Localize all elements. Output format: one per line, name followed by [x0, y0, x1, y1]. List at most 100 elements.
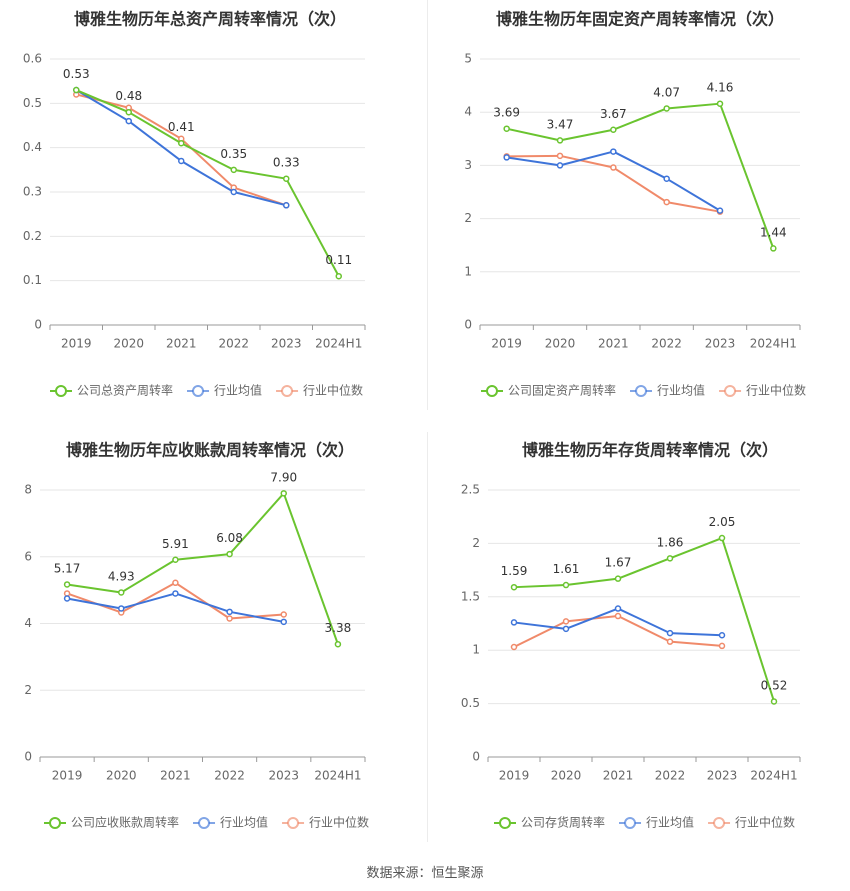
y-tick-label: 4: [24, 616, 32, 630]
legend-item-company: 公司存货周转率: [494, 815, 605, 830]
series-line-median: [66, 581, 284, 620]
data-label: 3.47: [547, 117, 574, 131]
y-tick-label: 0: [24, 750, 32, 764]
legend-label: 行业均值: [657, 383, 705, 398]
data-point-company: [230, 166, 237, 174]
data-point-company: [283, 175, 290, 182]
data-label: 0.41: [168, 120, 195, 134]
data-point-avg: [226, 608, 233, 616]
data-point-company: [63, 581, 71, 588]
data-point-median: [510, 643, 518, 651]
x-tick-label: 2019: [499, 769, 530, 783]
y-tick-label: 2.5: [461, 483, 480, 497]
legend-marker-icon: [198, 817, 211, 829]
data-point-avg: [280, 618, 287, 626]
data-label: 3.67: [600, 107, 627, 121]
data-label: 4.93: [108, 569, 135, 583]
chart-panel-1: 博雅生物历年总资产周转率情况（次） 0 0.1 0.2 0.3 0.4 0.5 0.6 2019…: [23, 10, 366, 398]
legend-marker-icon: [49, 817, 61, 829]
data-point-company: [280, 490, 287, 497]
data-point-median: [280, 611, 287, 618]
legend-label: 行业中位数: [746, 383, 806, 398]
legend-marker-icon: [724, 385, 737, 397]
data-point-company: [718, 534, 726, 542]
series-line-median: [76, 93, 287, 207]
y-tick-label: 0: [34, 318, 42, 332]
data-point-median: [614, 612, 622, 620]
data-point-median: [610, 164, 617, 171]
x-tick-label: 2019: [61, 337, 92, 351]
x-tick-label: 2023: [271, 337, 302, 351]
series-line-company: [66, 492, 339, 645]
chart-panel-2: 博雅生物历年固定资产周转率情况（次） 0 1 2 3 4 5 2019 2020 2021 2022…: [464, 10, 806, 398]
chart-title: 博雅生物历年应收账款周转率情况（次）: [66, 441, 354, 460]
data-point-company: [335, 272, 342, 280]
y-tick-label: 6: [24, 549, 32, 563]
y-tick-label: 5: [464, 52, 472, 66]
x-tick-label: 2022: [651, 337, 682, 351]
data-point-avg: [63, 595, 71, 602]
data-point-company: [666, 555, 674, 562]
legend-item-median: 行业中位数: [276, 383, 363, 398]
x-tick-label: 2020: [545, 337, 576, 351]
legend-marker-icon: [635, 385, 648, 397]
y-tick-label: 2: [472, 536, 480, 550]
data-point-median: [226, 615, 233, 622]
data-label: 0.11: [325, 253, 352, 267]
data-label: 4.07: [653, 85, 680, 99]
x-tick-label: 2021: [160, 769, 191, 783]
legend-label: 公司总资产周转率: [77, 383, 173, 398]
series-line-median: [513, 615, 723, 648]
data-point-avg: [230, 188, 237, 196]
legend-label: 行业均值: [220, 815, 268, 830]
data-point-avg: [118, 605, 125, 612]
vertical-divider-bottom: [427, 432, 428, 842]
data-point-median: [666, 638, 674, 645]
x-tick-label: 2023: [707, 769, 738, 783]
data-point-company: [770, 698, 778, 705]
legend-item-avg: 行业均值: [193, 815, 268, 830]
data-label: 6.08: [216, 531, 243, 545]
x-tick-label: 2019: [52, 769, 83, 783]
series-line-avg: [506, 150, 721, 212]
chart-title: 博雅生物历年总资产周转率情况（次）: [74, 10, 346, 29]
data-point-avg: [562, 625, 570, 633]
data-label: 3.38: [325, 621, 352, 635]
data-label: 4.16: [707, 81, 734, 95]
data-point-median: [63, 590, 71, 597]
data-point-avg: [556, 162, 564, 169]
data-point-avg: [614, 605, 622, 612]
legend-item-avg: 行业均值: [630, 383, 705, 398]
legend-item-avg: 行业均值: [619, 815, 694, 830]
data-point-company: [510, 583, 518, 591]
y-tick-label: 0: [464, 318, 472, 332]
data-point-median: [556, 152, 564, 160]
legend-label: 行业均值: [646, 815, 694, 830]
data-point-company: [172, 556, 179, 564]
x-tick-label: 2024H1: [750, 769, 797, 783]
legend-label: 行业中位数: [735, 815, 795, 830]
x-tick-label: 2022: [655, 769, 686, 783]
data-point-company: [178, 139, 185, 147]
data-point-avg: [510, 619, 518, 626]
legend-marker-icon: [486, 385, 498, 397]
data-point-company: [556, 137, 564, 144]
x-tick-label: 2020: [106, 769, 137, 783]
data-point-avg: [716, 207, 724, 214]
y-tick-label: 1: [472, 643, 480, 657]
chart-panel-4: 博雅生物历年存货周转率情况（次） 0 0.5 1 1.5 2 2.5 2019 2020 2021…: [461, 441, 801, 830]
x-tick-label: 2024H1: [314, 769, 361, 783]
y-tick-label: 1.5: [461, 589, 480, 603]
y-tick-label: 0.3: [23, 185, 42, 199]
data-source-note: 数据来源：恒生聚源: [366, 866, 484, 881]
data-point-median: [172, 579, 179, 587]
data-point-avg: [283, 202, 290, 209]
legend-item-median: 行业中位数: [708, 815, 795, 830]
y-tick-label: 2: [464, 211, 472, 225]
vertical-divider-top: [427, 0, 428, 410]
data-point-company: [770, 245, 777, 252]
data-label: 1.86: [657, 535, 684, 549]
y-tick-label: 0.4: [23, 140, 42, 154]
legend-marker-icon: [713, 817, 726, 829]
